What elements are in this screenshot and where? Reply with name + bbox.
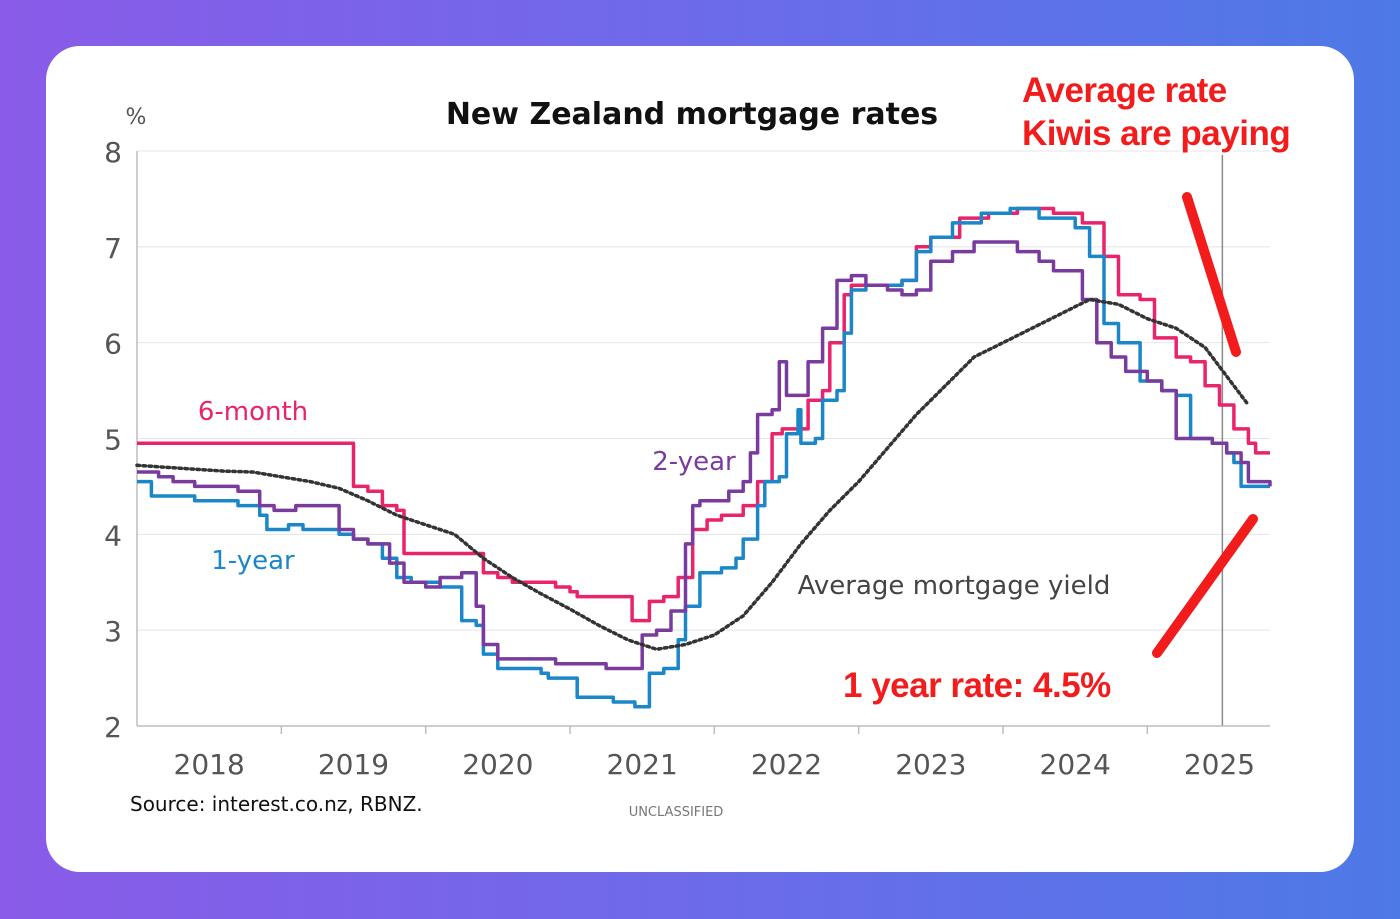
- annotation-arrow-bottom: [1152, 514, 1258, 658]
- series-group: [135, 206, 1272, 709]
- annotation-one-year-rate: 1 year rate: 4.5%: [843, 666, 1111, 705]
- series-line-2-year: [137, 240, 1272, 671]
- source-note: Source: interest.co.nz, RBNZ.: [130, 792, 423, 816]
- x-tick-label-2018: 2018: [174, 748, 245, 781]
- annotation-average-rate-line-2: Kiwis are paying: [1022, 114, 1290, 153]
- annotation-arrow-top: [1182, 192, 1241, 357]
- y-tick-label: 6: [104, 328, 122, 361]
- series-label-2-year: 2-year: [652, 447, 736, 477]
- axes: 2 3 4 5 6 7 8 2018 2019 2020 2021 2022 2023 2024 2025: [104, 136, 1270, 781]
- annotation-average-rate-line-1: Average rate: [1022, 71, 1227, 110]
- y-axis-unit-label: %: [126, 105, 147, 130]
- x-tick-label-2023: 2023: [895, 748, 966, 781]
- y-tick-label: 7: [104, 232, 122, 265]
- series-label-6-month: 6-month: [198, 397, 308, 427]
- chart-title: New Zealand mortgage rates: [446, 97, 938, 132]
- x-tick-label-2019: 2019: [318, 748, 389, 781]
- x-tick-label-2024: 2024: [1040, 748, 1111, 781]
- x-tick-label-2020: 2020: [462, 748, 533, 781]
- x-tick-label-2022: 2022: [751, 748, 822, 781]
- chart-card: [46, 46, 1354, 872]
- y-tick-label: 3: [104, 615, 122, 648]
- series-line-6-month: [137, 206, 1270, 623]
- y-tick-label: 8: [104, 136, 122, 169]
- y-tick-label: 4: [104, 519, 122, 552]
- y-tick-label: 5: [104, 424, 122, 457]
- classification-label: UNCLASSIFIED: [629, 805, 724, 820]
- series-label-1-year: 1-year: [211, 546, 295, 576]
- y-tick-label: 2: [104, 711, 122, 744]
- gridlines: [137, 150, 1270, 726]
- x-tick-label-2025: 2025: [1184, 748, 1255, 781]
- series-line-average-mortgage-yield: [135, 297, 1251, 652]
- series-label-average-mortgage-yield: Average mortgage yield: [798, 571, 1111, 601]
- x-tick-label-2021: 2021: [607, 748, 678, 781]
